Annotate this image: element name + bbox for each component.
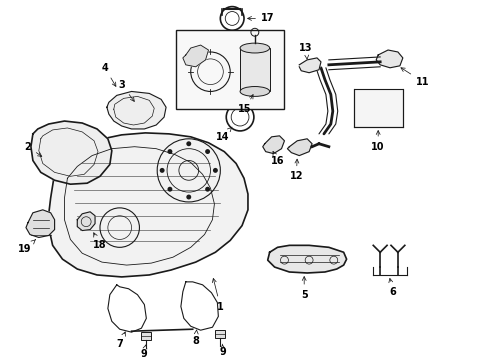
- Text: 4: 4: [101, 63, 116, 86]
- Polygon shape: [288, 139, 312, 156]
- Circle shape: [205, 149, 210, 154]
- Text: 18: 18: [93, 233, 107, 250]
- Text: 19: 19: [18, 240, 35, 254]
- Text: 6: 6: [389, 279, 396, 297]
- Polygon shape: [31, 121, 112, 184]
- Ellipse shape: [240, 86, 270, 96]
- Text: 8: 8: [192, 330, 199, 346]
- Text: 12: 12: [290, 159, 303, 181]
- Circle shape: [205, 187, 210, 192]
- Polygon shape: [107, 91, 166, 129]
- Text: 14: 14: [216, 127, 232, 142]
- Text: 5: 5: [301, 276, 308, 300]
- Text: 13: 13: [299, 43, 313, 59]
- Circle shape: [168, 149, 172, 154]
- Text: 15: 15: [238, 95, 253, 114]
- Text: 9: 9: [140, 345, 147, 359]
- Text: 10: 10: [371, 131, 385, 152]
- Bar: [142, 332, 151, 340]
- Bar: [240, 48, 270, 91]
- Bar: [216, 330, 225, 338]
- Bar: [353, 90, 403, 127]
- Circle shape: [160, 168, 165, 173]
- Circle shape: [213, 168, 218, 173]
- Text: 2: 2: [24, 142, 42, 157]
- Ellipse shape: [240, 43, 270, 53]
- Polygon shape: [77, 212, 95, 230]
- Polygon shape: [268, 246, 346, 273]
- Bar: [176, 30, 285, 109]
- Polygon shape: [299, 58, 321, 73]
- Polygon shape: [376, 50, 403, 68]
- Text: 7: 7: [116, 332, 125, 349]
- Text: 9: 9: [220, 344, 227, 357]
- Text: 1: 1: [212, 279, 224, 311]
- Text: 3: 3: [118, 80, 134, 102]
- Circle shape: [186, 194, 191, 199]
- Polygon shape: [183, 45, 209, 67]
- Polygon shape: [48, 133, 248, 277]
- Text: 17: 17: [247, 13, 274, 23]
- Polygon shape: [26, 210, 54, 238]
- Polygon shape: [263, 136, 285, 154]
- Circle shape: [168, 187, 172, 192]
- Text: 11: 11: [401, 68, 429, 87]
- Text: 16: 16: [271, 152, 284, 166]
- Circle shape: [186, 141, 191, 146]
